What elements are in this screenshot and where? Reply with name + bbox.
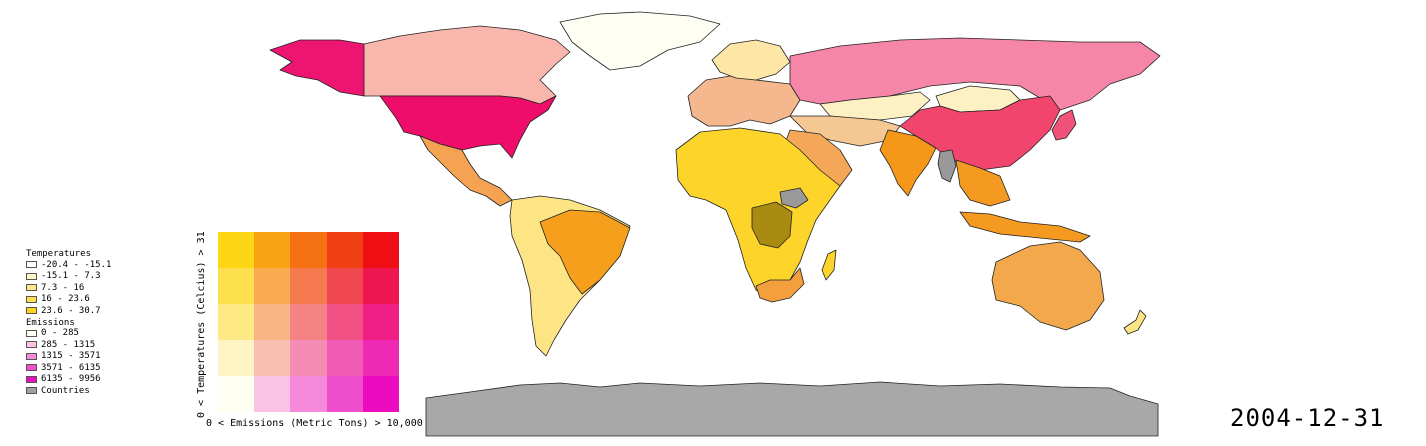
map-region-new-zealand bbox=[1123, 309, 1147, 335]
bivariate-cell bbox=[362, 268, 399, 304]
map-region-south-sudan bbox=[779, 187, 809, 209]
bivariate-x-axis-label: 0 < Emissions (Metric Tons) > 10,000 bbox=[206, 418, 423, 429]
bivariate-cell bbox=[290, 304, 327, 340]
bivariate-cell bbox=[218, 304, 255, 340]
legend-item-label: 7.3 - 16 bbox=[41, 282, 85, 293]
map-region-indonesia bbox=[959, 211, 1091, 243]
map-region-australia bbox=[991, 241, 1105, 331]
legend-swatch bbox=[26, 284, 37, 292]
legend-item-label: 0 - 285 bbox=[41, 328, 79, 339]
map-region-antarctica bbox=[425, 381, 1159, 437]
bivariate-cell bbox=[290, 340, 327, 376]
map-region-usa bbox=[379, 95, 557, 159]
bivariate-cell bbox=[218, 232, 255, 268]
emissions-legend-item: 285 - 1315 bbox=[26, 339, 111, 351]
bivariate-cell bbox=[290, 268, 327, 304]
map-region-congo bbox=[751, 201, 793, 249]
map-legend: Temperatures -20.4 - -15.1 -15.1 - 7.3 7.3… bbox=[26, 248, 111, 397]
temperature-legend-item: -15.1 - 7.3 bbox=[26, 271, 111, 283]
legend-item-label: 3571 - 6135 bbox=[41, 362, 101, 373]
legend-swatch bbox=[26, 295, 37, 303]
legend-swatch bbox=[26, 261, 37, 269]
legend-swatch bbox=[26, 364, 37, 372]
legend-swatch bbox=[26, 375, 37, 383]
temperature-legend-item: -20.4 - -15.1 bbox=[26, 259, 111, 271]
map-region-se-asia bbox=[955, 159, 1011, 207]
temperature-legend-item: 16 - 23.6 bbox=[26, 294, 111, 306]
emissions-legend-item: 3571 - 6135 bbox=[26, 362, 111, 374]
emissions-legend-item: 0 - 285 bbox=[26, 328, 111, 340]
legend-item-label: 16 - 23.6 bbox=[41, 294, 90, 305]
legend-swatch bbox=[26, 307, 37, 315]
legend-item-label: 1315 - 3571 bbox=[41, 351, 101, 362]
emissions-legend-items: 0 - 285 285 - 1315 1315 - 3571 3571 - 6135 6… bbox=[26, 328, 111, 386]
bivariate-cell bbox=[326, 268, 363, 304]
bivariate-cell bbox=[362, 304, 399, 340]
bivariate-cell bbox=[254, 232, 291, 268]
map-region-myanmar bbox=[937, 149, 957, 183]
legend-item-label: 285 - 1315 bbox=[41, 339, 96, 350]
bivariate-legend-grid bbox=[218, 232, 399, 412]
date-label: 2004-12-31 bbox=[1230, 404, 1385, 432]
bivariate-cell bbox=[218, 268, 255, 304]
emissions-legend-item: 6135 - 9956 bbox=[26, 374, 111, 386]
temperature-legend-item: 7.3 - 16 bbox=[26, 282, 111, 294]
map-region-brazil bbox=[539, 209, 631, 295]
bivariate-cell bbox=[290, 232, 327, 268]
map-region-mexico bbox=[419, 135, 513, 207]
map-region-japan bbox=[1051, 109, 1077, 141]
bivariate-cell bbox=[254, 340, 291, 376]
legend-item-label: 23.6 - 30.7 bbox=[41, 305, 101, 316]
temperature-legend-items: -20.4 - -15.1 -15.1 - 7.3 7.3 - 16 16 - 23.… bbox=[26, 259, 111, 317]
bivariate-cell bbox=[362, 340, 399, 376]
map-region-canada bbox=[363, 25, 571, 105]
bivariate-cell bbox=[290, 376, 327, 412]
emissions-legend-item: 1315 - 3571 bbox=[26, 351, 111, 363]
legend-item-countries: Countries bbox=[26, 385, 111, 397]
legend-swatch bbox=[26, 387, 37, 395]
legend-swatch bbox=[26, 352, 37, 360]
bivariate-cell bbox=[326, 340, 363, 376]
emissions-legend-title: Emissions bbox=[26, 317, 75, 328]
bivariate-cell bbox=[362, 376, 399, 412]
map-region-greenland bbox=[559, 11, 721, 71]
bivariate-cell bbox=[326, 304, 363, 340]
bivariate-cell bbox=[326, 232, 363, 268]
bivariate-cell bbox=[362, 232, 399, 268]
bivariate-cell bbox=[326, 376, 363, 412]
legend-item-label: Countries bbox=[41, 385, 90, 396]
bivariate-cell bbox=[254, 268, 291, 304]
legend-swatch bbox=[26, 341, 37, 349]
map-region-scandinavia bbox=[711, 39, 791, 81]
legend-swatch bbox=[26, 272, 37, 280]
bivariate-cell bbox=[218, 376, 255, 412]
legend-item-label: -15.1 - 7.3 bbox=[41, 271, 101, 282]
map-region-alaska bbox=[269, 39, 365, 97]
map-region-europe bbox=[687, 75, 801, 127]
bivariate-cell bbox=[254, 376, 291, 412]
map-region-south-africa bbox=[755, 267, 805, 303]
bivariate-cell bbox=[254, 304, 291, 340]
map-region-madagascar bbox=[821, 249, 837, 281]
legend-item-label: -20.4 - -15.1 bbox=[41, 259, 112, 270]
temperature-legend-title: Temperatures bbox=[26, 249, 92, 259]
temperature-legend-item: 23.6 - 30.7 bbox=[26, 305, 111, 317]
legend-swatch bbox=[26, 329, 37, 337]
bivariate-y-axis-label: 0 < Temperatures (Celcius) > 31 bbox=[196, 231, 207, 418]
legend-item-label: 6135 - 9956 bbox=[41, 374, 101, 385]
bivariate-cell bbox=[218, 340, 255, 376]
